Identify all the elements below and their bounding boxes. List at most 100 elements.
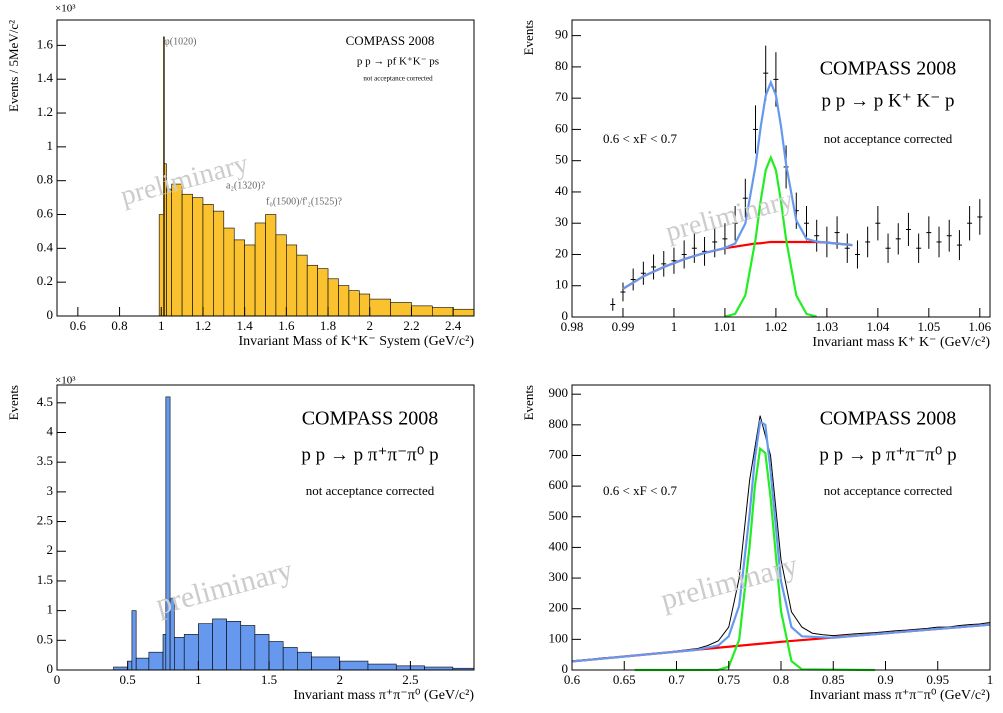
y-tick-label: 50 [555, 152, 568, 167]
annotation: COMPASS 2008 [346, 33, 435, 48]
annotation: COMPASS 2008 [820, 408, 957, 430]
y-tick-label: 0.6 [37, 205, 54, 220]
y-tick-label: 400 [549, 538, 569, 553]
x-tick-label: 0.6 [564, 672, 581, 687]
histogram-bar [181, 193, 193, 317]
histogram-bar [268, 641, 284, 671]
histogram-bar [135, 657, 150, 671]
histogram-bar [390, 302, 412, 317]
y-tick-label: 20 [555, 245, 568, 260]
y-tick-label: 10 [555, 277, 568, 292]
y-tick-label: 100 [549, 630, 569, 645]
histogram-bar [127, 660, 133, 671]
x-axis-label: Invariant mass K⁺ K⁻ (GeV/c²) [812, 335, 990, 350]
annotation: COMPASS 2008 [302, 408, 439, 430]
x-tick-label: 1.01 [714, 319, 737, 334]
histogram-bar [198, 623, 213, 671]
annotation: φ(1020) [164, 36, 196, 47]
plot-frame [56, 384, 475, 671]
histogram-bar [339, 660, 369, 671]
x-tick-label: 0.7 [668, 672, 685, 687]
histogram-bar [265, 214, 277, 317]
y-tick-label: 800 [549, 416, 569, 431]
histogram-bar [233, 239, 245, 317]
annotation: p p → pf K⁺K⁻ ps [357, 56, 439, 68]
histogram-bar [131, 610, 137, 671]
x-tick-label: 0.75 [717, 672, 740, 687]
x-tick-label: 1.04 [866, 319, 889, 334]
x-tick-label: 0.9 [877, 672, 893, 687]
histogram-bar [213, 210, 225, 317]
y-tick-label: 3 [47, 483, 54, 498]
y-tick-label: 0.4 [37, 239, 54, 254]
annotation: ×10³ [55, 375, 76, 387]
x-tick-label: 1.06 [968, 319, 991, 334]
x-tick-label: 1.6 [278, 318, 295, 333]
x-tick-label: 0.99 [612, 319, 635, 334]
x-tick-label: 0 [54, 672, 61, 687]
histogram-bar [452, 308, 475, 317]
plot-frame [571, 19, 991, 318]
histogram-bar [254, 222, 266, 317]
panel: 00.511.522.533.544.50 0.5 1 1.5 2 2.5Invarian… [6, 375, 475, 703]
x-tick-label: 1.5 [261, 672, 277, 687]
y-tick-label: 200 [549, 600, 569, 615]
y-tick-label: 1.5 [37, 572, 53, 587]
y-tick-label: 90 [555, 27, 568, 42]
x-tick-label: 1 [671, 319, 678, 334]
histogram-bar [240, 625, 256, 671]
x-tick-label: 1.03 [816, 319, 839, 334]
annotation: p p → p π⁺π⁻π⁰ p [819, 444, 956, 465]
y-tick-label: 0.8 [37, 172, 53, 187]
x-tick-label: 1.8 [320, 318, 336, 333]
x-axis-label: Invariant Mass of K⁺K⁻ System (GeV/c²) [238, 334, 474, 349]
x-tick-label: 1 [987, 672, 994, 687]
y-tick-label: 1 [47, 138, 54, 153]
x-tick-label: 0.95 [926, 672, 949, 687]
y-tick-label: 2.5 [37, 513, 53, 528]
histogram-bar [202, 204, 214, 317]
plot-frame [56, 19, 475, 317]
x-tick-label: 2.2 [403, 318, 419, 333]
annotation: not acceptance corrected [824, 131, 953, 146]
y-tick-label: 0 [47, 661, 54, 676]
x-tick-label: 1.4 [237, 318, 254, 333]
x-tick-label: 0.85 [822, 672, 845, 687]
annotation: f₀(1500)/f'₂(1525)? [266, 196, 343, 207]
y-tick-label: 600 [549, 477, 569, 492]
x-tick-label: 0.8 [773, 672, 789, 687]
x-tick-label: 1.2 [195, 318, 211, 333]
y-tick-label: 70 [555, 89, 568, 104]
y-tick-label: 2 [47, 542, 54, 557]
panel: 0 0.2 0.4 0.6 0.8 1 1.2 1.4 1.6 0.6 0.8 1 1.2 1.4 1.6 1… [6, 3, 475, 349]
histogram-bar [306, 264, 318, 317]
y-tick-label: 3.5 [37, 453, 53, 468]
y-tick-label: 1 [47, 602, 54, 617]
annotation: 0.6 < xF < 0.7 [603, 131, 677, 146]
histogram-bar [296, 254, 308, 317]
x-tick-label: 2.5 [402, 672, 418, 687]
annotation: not acceptance corrected [363, 75, 433, 83]
fit-curve [622, 79, 853, 290]
x-tick-label: 2.4 [445, 318, 462, 333]
y-tick-label: 1.6 [37, 36, 54, 51]
fit-curve [622, 240, 853, 290]
fit-curve [571, 419, 991, 663]
histogram-bar [165, 396, 171, 671]
histogram-bar [317, 268, 329, 317]
x-tick-label: 2 [367, 318, 374, 333]
y-tick-label: 4 [47, 423, 54, 438]
histogram-bar [369, 298, 391, 317]
histogram-bar [183, 634, 199, 671]
histogram-bar [166, 188, 172, 317]
watermark: preliminary [662, 184, 796, 248]
panel: 0 100 200 300 400 500 600 700 800 900 0.6 0.65 0.7 0.… [521, 384, 994, 703]
annotation: p p → p K⁺ K⁻ p [822, 90, 955, 111]
histogram-bar [338, 285, 350, 317]
y-axis-label: Events [6, 385, 21, 420]
y-axis-label: Events / 5MeV/c² [6, 20, 21, 112]
histogram-bar [254, 634, 270, 671]
x-tick-label: 2 [336, 672, 343, 687]
y-tick-label: 700 [549, 446, 569, 461]
histogram-bar [158, 214, 164, 317]
